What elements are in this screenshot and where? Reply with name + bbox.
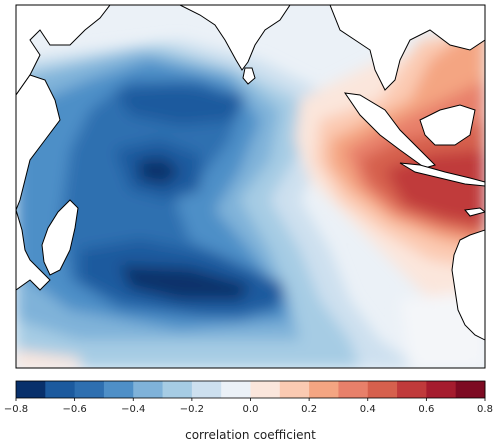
- colorbar-cell: [309, 381, 339, 398]
- colorbar-tick-label: −0.4: [121, 404, 145, 415]
- colorbar-cell: [221, 381, 251, 398]
- colorbar-cell: [397, 381, 427, 398]
- colorbar-cell: [162, 381, 193, 398]
- colorbar-cell: [338, 381, 369, 398]
- colorbar-cell: [16, 381, 46, 398]
- colorbar-cell: [45, 381, 76, 398]
- colorbar-cells: [16, 381, 486, 398]
- contour-level-neg07b: [120, 265, 250, 300]
- land-madagascar: [41, 199, 79, 276]
- colorbar-tick-label: 0.6: [418, 404, 434, 415]
- colorbar-tick-label: 0.2: [301, 404, 317, 415]
- land-australia: [451, 229, 485, 341]
- land-south-africa: [16, 209, 51, 291]
- colorbar-cell: [191, 381, 222, 398]
- colorbar-cell: [367, 381, 398, 398]
- colorbar-tick-label: −0.2: [180, 404, 204, 415]
- land-se-asia: [329, 5, 485, 91]
- land-india: [179, 5, 291, 71]
- colorbar-tick-label: 0.0: [243, 404, 259, 415]
- colorbar-tick-label: −0.8: [4, 404, 28, 415]
- colorbar-tick-label: 0.8: [477, 404, 493, 415]
- colorbar-tick-label: −0.6: [62, 404, 86, 415]
- colorbar-ticks: −0.8 −0.6 −0.4 −0.2 0.0 0.2 0.4 0.6 0.8: [4, 398, 493, 415]
- land-sumatra: [343, 92, 436, 169]
- colorbar-cell: [279, 381, 310, 398]
- contour-level-neg06: [115, 85, 245, 125]
- colorbar-cell: [455, 381, 486, 398]
- colorbar-cell: [426, 381, 457, 398]
- land-java: [399, 162, 485, 187]
- land-islands: [464, 207, 485, 217]
- colorbar-title: correlation coefficient: [185, 428, 316, 442]
- map-panel: [16, 5, 485, 368]
- map-frame: [15, 4, 486, 369]
- colorbar-tick-label: 0.4: [360, 404, 376, 415]
- colorbar-cell: [103, 381, 134, 398]
- land-layer: [16, 5, 485, 341]
- contour-level-pos01-sw: [16, 350, 80, 368]
- colorbar-cell: [250, 381, 281, 398]
- land-sri-lanka: [242, 67, 256, 85]
- colorbar-cell: [133, 381, 164, 398]
- colorbar: −0.8 −0.6 −0.4 −0.2 0.0 0.2 0.4 0.6 0.8 correlat…: [4, 380, 493, 442]
- land-borneo: [419, 104, 476, 146]
- contour-level-neg07: [138, 158, 180, 185]
- land-east-africa: [16, 74, 61, 211]
- colorbar-cell: [74, 381, 105, 398]
